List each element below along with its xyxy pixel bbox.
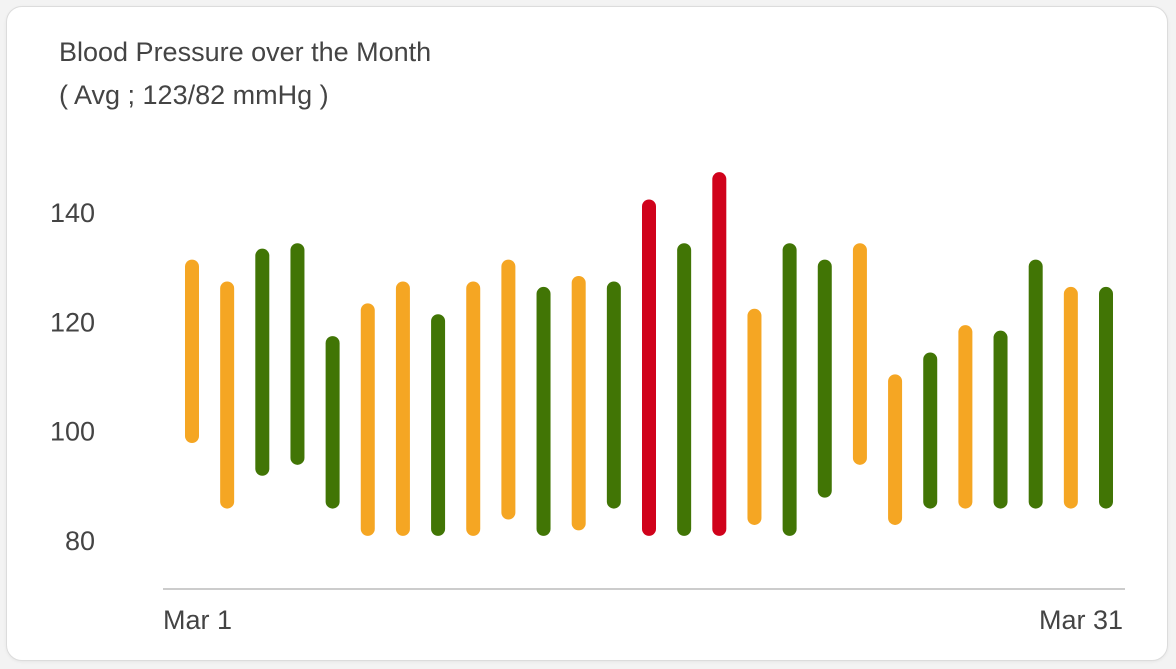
x-tick-label: Mar 31 <box>1039 605 1123 635</box>
chart-title-block: Blood Pressure over the Month ( Avg ; 12… <box>59 31 431 117</box>
blood-pressure-card: Blood Pressure over the Month ( Avg ; 12… <box>6 6 1168 661</box>
x-axis: Mar 1 Mar 31 <box>163 605 1123 635</box>
x-tick-label: Mar 1 <box>163 605 232 635</box>
y-tick-label: 140 <box>50 198 95 228</box>
chart-title: Blood Pressure over the Month <box>59 37 432 67</box>
y-axis: 140 120 100 80 <box>50 198 95 556</box>
chart-subtitle: ( Avg ; 123/82 mmHg ) <box>59 80 329 110</box>
y-tick-label: 80 <box>65 526 95 556</box>
y-tick-label: 100 <box>50 417 95 447</box>
y-tick-label: 120 <box>50 307 95 337</box>
bars-group <box>185 172 1113 536</box>
